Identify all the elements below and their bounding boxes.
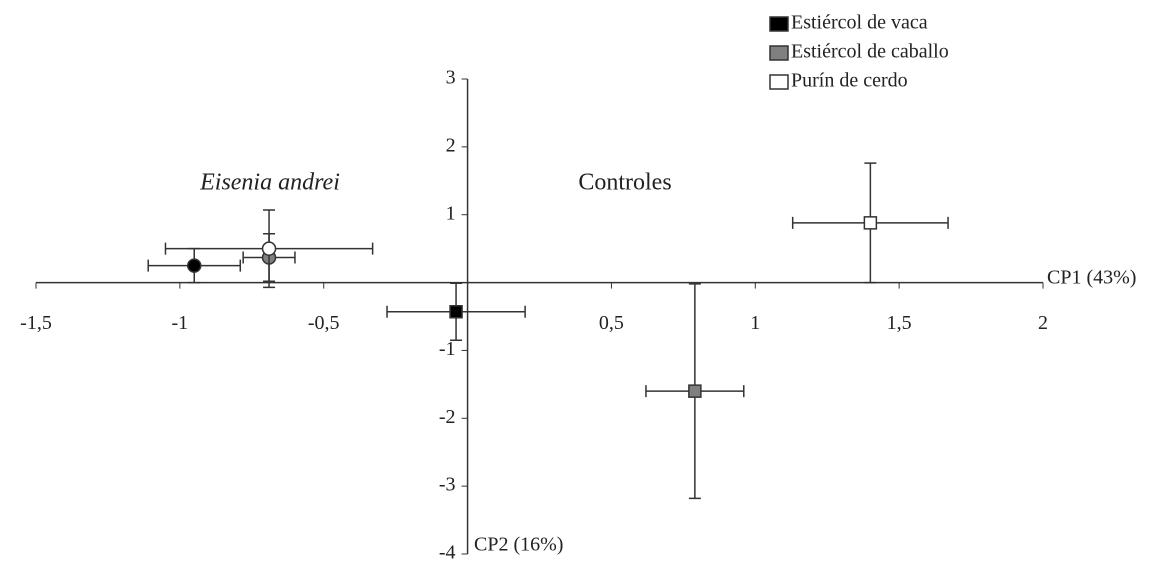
y-axis-label: CP2 (16%) [474, 534, 563, 556]
x-tick-label: -1,5 [20, 312, 52, 334]
x-tick-label: -1 [172, 312, 189, 334]
x-tick-label: 1,5 [887, 312, 912, 334]
x-tick-label: -0,5 [308, 312, 340, 334]
y-tick-label: -4 [439, 542, 456, 562]
point [863, 216, 878, 230]
y-tick-label: -1 [439, 338, 456, 360]
point [688, 384, 702, 398]
y-tick-label: -2 [439, 406, 456, 428]
legend-swatch [769, 45, 789, 61]
legend-swatch [769, 74, 789, 90]
point [449, 305, 463, 319]
annotation: Eisenia andrei [199, 170, 340, 196]
x-tick-label: 2 [1038, 312, 1048, 334]
y-tick-label: 2 [446, 134, 456, 156]
y-tick-label: -3 [439, 474, 456, 496]
y-tick-label: 1 [446, 202, 456, 224]
annotation: Controles [578, 170, 671, 196]
point [186, 258, 202, 273]
legend-swatch [769, 16, 789, 32]
legend-label: Purín de cerdo [791, 70, 908, 92]
legend-label: Estiércol de caballo [791, 41, 949, 63]
point [261, 241, 277, 256]
y-tick-label: 3 [446, 67, 456, 89]
x-tick-label: 1 [750, 312, 760, 334]
x-tick-label: 0,5 [599, 312, 624, 334]
x-axis-label: CP1 (43%) [1047, 267, 1136, 289]
legend-label: Estiércol de vaca [791, 12, 928, 34]
